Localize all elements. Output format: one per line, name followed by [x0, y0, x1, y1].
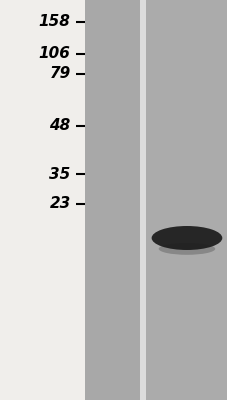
Bar [140, 0, 145, 400]
Text: 158: 158 [39, 14, 70, 30]
Text: 23: 23 [49, 196, 70, 212]
Text: 79: 79 [49, 66, 70, 82]
Ellipse shape [151, 226, 221, 250]
Bar [145, 0, 226, 400]
Text: 48: 48 [49, 118, 70, 134]
Bar [85, 0, 140, 400]
Ellipse shape [158, 243, 214, 255]
Text: 35: 35 [49, 166, 70, 182]
Text: 106: 106 [39, 46, 70, 62]
